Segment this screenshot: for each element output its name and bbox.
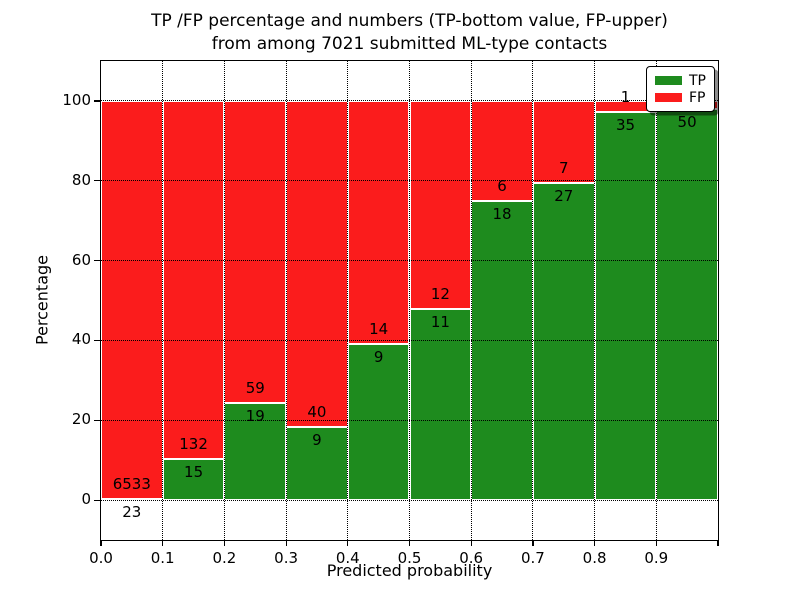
x-tick	[717, 541, 719, 546]
tp-count-label: 50	[677, 112, 697, 131]
y-tick	[94, 419, 100, 421]
x-tick-label: 0.9	[644, 549, 669, 567]
fp-count-label: 6	[497, 176, 507, 195]
x-gridline	[532, 61, 534, 540]
tp-count-label: 23	[122, 502, 142, 521]
y-tick-label: 20	[71, 410, 91, 429]
fp-bar-segment	[532, 100, 595, 184]
x-gridline	[409, 61, 410, 540]
y-gridline	[101, 260, 718, 262]
fp-count-label: 59	[245, 378, 265, 397]
x-gridline	[285, 61, 287, 540]
x-tick	[100, 541, 102, 546]
legend-label-tp: TP	[689, 72, 706, 89]
tp-bar-segment	[471, 200, 533, 501]
x-gridline	[223, 61, 225, 540]
x-axis-label: Predicted probability	[326, 561, 493, 580]
legend-item-fp: FP	[655, 89, 706, 106]
tp-bar-segment	[532, 183, 595, 501]
fp-count-label: 6533	[112, 474, 151, 493]
x-tick	[223, 541, 226, 546]
tp-count-label: 9	[312, 430, 322, 449]
fp-bar-segment	[101, 100, 163, 499]
chart-title-line2: from among 7021 submitted ML-type contac…	[211, 34, 608, 54]
y-tick	[94, 100, 100, 102]
x-tick	[408, 541, 411, 546]
y-tick	[94, 260, 100, 262]
x-gridline	[594, 61, 596, 540]
fp-bar-segment	[224, 100, 287, 403]
x-tick	[470, 541, 472, 546]
fp-count-label: 1	[620, 88, 631, 106]
x-tick-label: 0.0	[89, 549, 113, 567]
tp-color-swatch-icon	[655, 76, 682, 85]
x-tick	[347, 541, 349, 546]
x-tick-label: 0.5	[397, 549, 422, 567]
x-tick-label: 0.4	[335, 549, 360, 567]
tp-count-label: 9	[373, 347, 384, 366]
x-gridline	[162, 61, 164, 540]
fp-count-label: 40	[307, 402, 327, 421]
x-gridline	[655, 61, 657, 540]
y-tick-label: 80	[71, 170, 91, 189]
y-gridline	[101, 499, 718, 501]
legend: TP FP	[646, 66, 715, 112]
y-gridline	[101, 180, 718, 182]
tp-count-label: 18	[492, 204, 512, 223]
x-tick	[285, 541, 287, 546]
chart-title: TP /FP percentage and numbers (TP-bottom…	[101, 10, 718, 56]
x-gridline	[347, 61, 349, 540]
fp-color-swatch-icon	[655, 93, 682, 102]
x-gridline	[470, 61, 472, 540]
y-tick-label: 60	[71, 250, 91, 269]
x-tick-label: 0.1	[150, 549, 175, 567]
y-tick	[94, 180, 100, 182]
fp-bar-segment	[409, 100, 472, 310]
tp-count-label: 15	[184, 463, 204, 482]
tp-count-label: 35	[615, 116, 636, 134]
x-tick-label: 0.8	[582, 549, 607, 567]
tp-bar-segment	[409, 309, 472, 501]
y-tick-label: 40	[71, 330, 91, 349]
tp-count-label: 19	[245, 406, 265, 425]
legend-label-fp: FP	[689, 89, 706, 106]
y-tick-label: 0	[81, 490, 91, 509]
fp-count-label: 132	[179, 435, 208, 454]
tp-count-label: 27	[554, 187, 574, 206]
x-tick	[532, 541, 534, 546]
x-tick-label: 0.3	[274, 549, 299, 567]
y-tick	[94, 499, 100, 501]
tp-bar-segment	[347, 343, 410, 501]
tp-bar-segment	[656, 108, 718, 500]
fp-bar-segment	[286, 100, 348, 427]
x-tick-label: 0.6	[459, 549, 484, 567]
fp-bar-segment	[471, 100, 533, 201]
tp-count-label: 11	[430, 313, 450, 332]
legend-item-tp: TP	[655, 72, 706, 89]
x-tick-label: 0.2	[212, 549, 237, 567]
fp-bar-segment	[162, 100, 225, 460]
fp-count-label: 7	[559, 159, 569, 178]
fp-count-label: 12	[430, 285, 450, 304]
y-tick-label: 100	[62, 90, 91, 109]
y-gridline	[101, 100, 718, 102]
x-tick	[655, 541, 657, 546]
fp-bar-segment	[347, 100, 410, 344]
x-tick	[594, 541, 596, 546]
tp-bar-segment	[594, 112, 657, 501]
fp-count-label: 14	[369, 319, 389, 338]
y-gridline	[101, 419, 718, 421]
y-gridline	[101, 339, 718, 341]
x-tick	[162, 541, 164, 546]
tp-bar-segment	[162, 459, 225, 501]
chart-title-line1: TP /FP percentage and numbers (TP-bottom…	[151, 11, 668, 31]
x-tick-label: 0.7	[520, 549, 545, 567]
y-tick	[94, 339, 100, 342]
